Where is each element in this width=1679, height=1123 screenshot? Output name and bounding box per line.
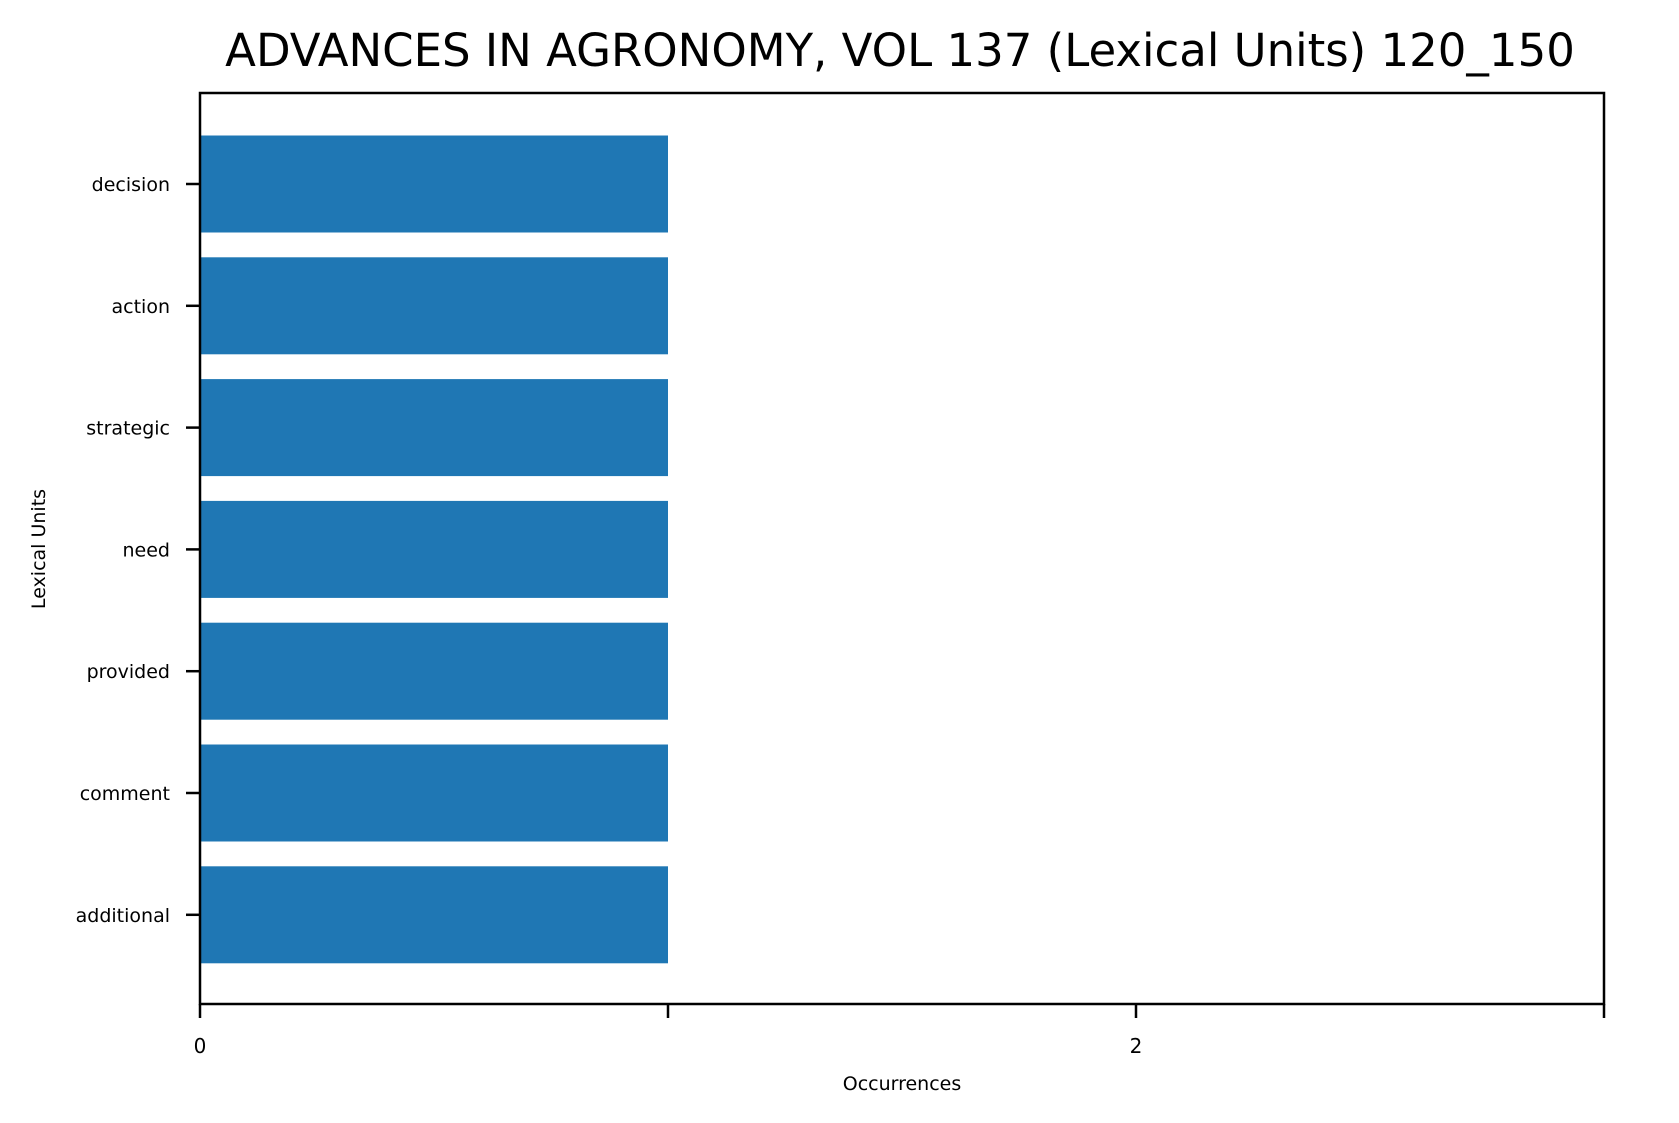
y-tick-label: provided: [87, 661, 170, 683]
y-tick-label: decision: [92, 174, 170, 196]
y-tick-label: comment: [80, 783, 170, 805]
y-tick-label: need: [123, 539, 170, 561]
y-tick-label: action: [112, 296, 170, 318]
x-tick-label: 0: [194, 1034, 207, 1058]
bar-provided: [200, 622, 668, 720]
bar-action: [200, 257, 668, 355]
bar-strategic: [200, 379, 668, 477]
bars-group: [200, 135, 668, 964]
chart-title: ADVANCES IN AGRONOMY, VOL 137 (Lexical U…: [225, 24, 1575, 77]
y-tick-label: additional: [76, 905, 170, 927]
y-axis: decision action strategic need provided comme…: [76, 174, 200, 927]
x-axis-label: Occurrences: [843, 1073, 962, 1095]
y-tick-label: strategic: [86, 418, 170, 440]
plot-frame: [198, 91, 1606, 1006]
bar-comment: [200, 744, 668, 842]
y-axis-label: Lexical Units: [28, 489, 50, 609]
bar-additional: [200, 866, 668, 964]
bar-need: [200, 500, 668, 598]
x-tick-label: 2: [1130, 1034, 1143, 1058]
bar-decision: [200, 135, 668, 233]
